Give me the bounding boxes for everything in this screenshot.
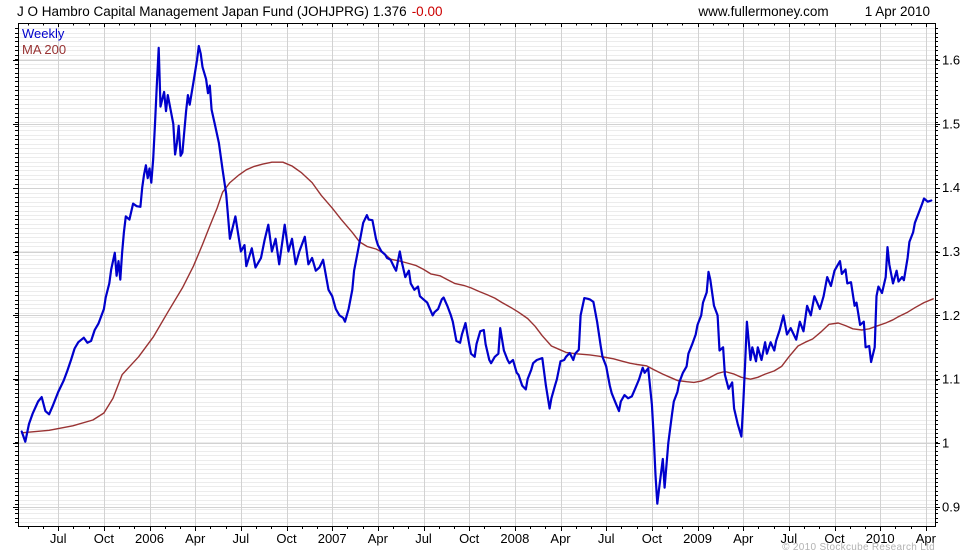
svg-text:2010: 2010 <box>866 531 895 546</box>
legend-item-weekly: Weekly <box>22 26 65 41</box>
date-label: 1 Apr 2010 <box>864 4 930 19</box>
svg-text:1.1: 1.1 <box>942 372 960 387</box>
svg-text:2006: 2006 <box>135 531 164 546</box>
svg-text:0.9: 0.9 <box>942 499 960 514</box>
svg-text:1.6: 1.6 <box>942 53 960 68</box>
svg-text:Jul: Jul <box>50 531 67 546</box>
legend: Weekly MA 200 <box>22 26 66 58</box>
svg-text:2009: 2009 <box>683 531 712 546</box>
svg-text:1.5: 1.5 <box>942 116 960 131</box>
svg-text:Oct: Oct <box>276 531 297 546</box>
svg-text:Apr: Apr <box>550 531 571 546</box>
svg-text:1.3: 1.3 <box>942 244 960 259</box>
instrument-name: J O Hambro Capital Management Japan Fund… <box>17 4 369 19</box>
copyright-label: © 2010 Stockcube Research Ltd <box>782 542 935 553</box>
svg-text:Jul: Jul <box>233 531 250 546</box>
last-price: 1.376 <box>372 4 407 19</box>
svg-text:Apr: Apr <box>916 531 937 546</box>
legend-item-ma200: MA 200 <box>22 42 67 57</box>
svg-text:2008: 2008 <box>500 531 529 546</box>
svg-text:Oct: Oct <box>642 531 663 546</box>
svg-text:Apr: Apr <box>368 531 389 546</box>
svg-text:Oct: Oct <box>459 531 480 546</box>
svg-text:Jul: Jul <box>415 531 432 546</box>
svg-text:Apr: Apr <box>185 531 206 546</box>
svg-text:Oct: Oct <box>824 531 845 546</box>
svg-text:2007: 2007 <box>318 531 347 546</box>
svg-text:1.4: 1.4 <box>942 180 960 195</box>
svg-text:Apr: Apr <box>733 531 754 546</box>
svg-text:Jul: Jul <box>781 531 798 546</box>
website-label: www.fullermoney.com <box>698 4 829 19</box>
svg-text:1: 1 <box>942 436 949 451</box>
header-right: www.fullermoney.com 1 Apr 2010 <box>698 4 930 19</box>
price-change: -0.00 <box>411 4 443 19</box>
svg-text:Oct: Oct <box>94 531 115 546</box>
svg-text:1.2: 1.2 <box>942 308 960 323</box>
svg-text:Jul: Jul <box>598 531 615 546</box>
page-title: J O Hambro Capital Management Japan Fund… <box>17 4 442 19</box>
